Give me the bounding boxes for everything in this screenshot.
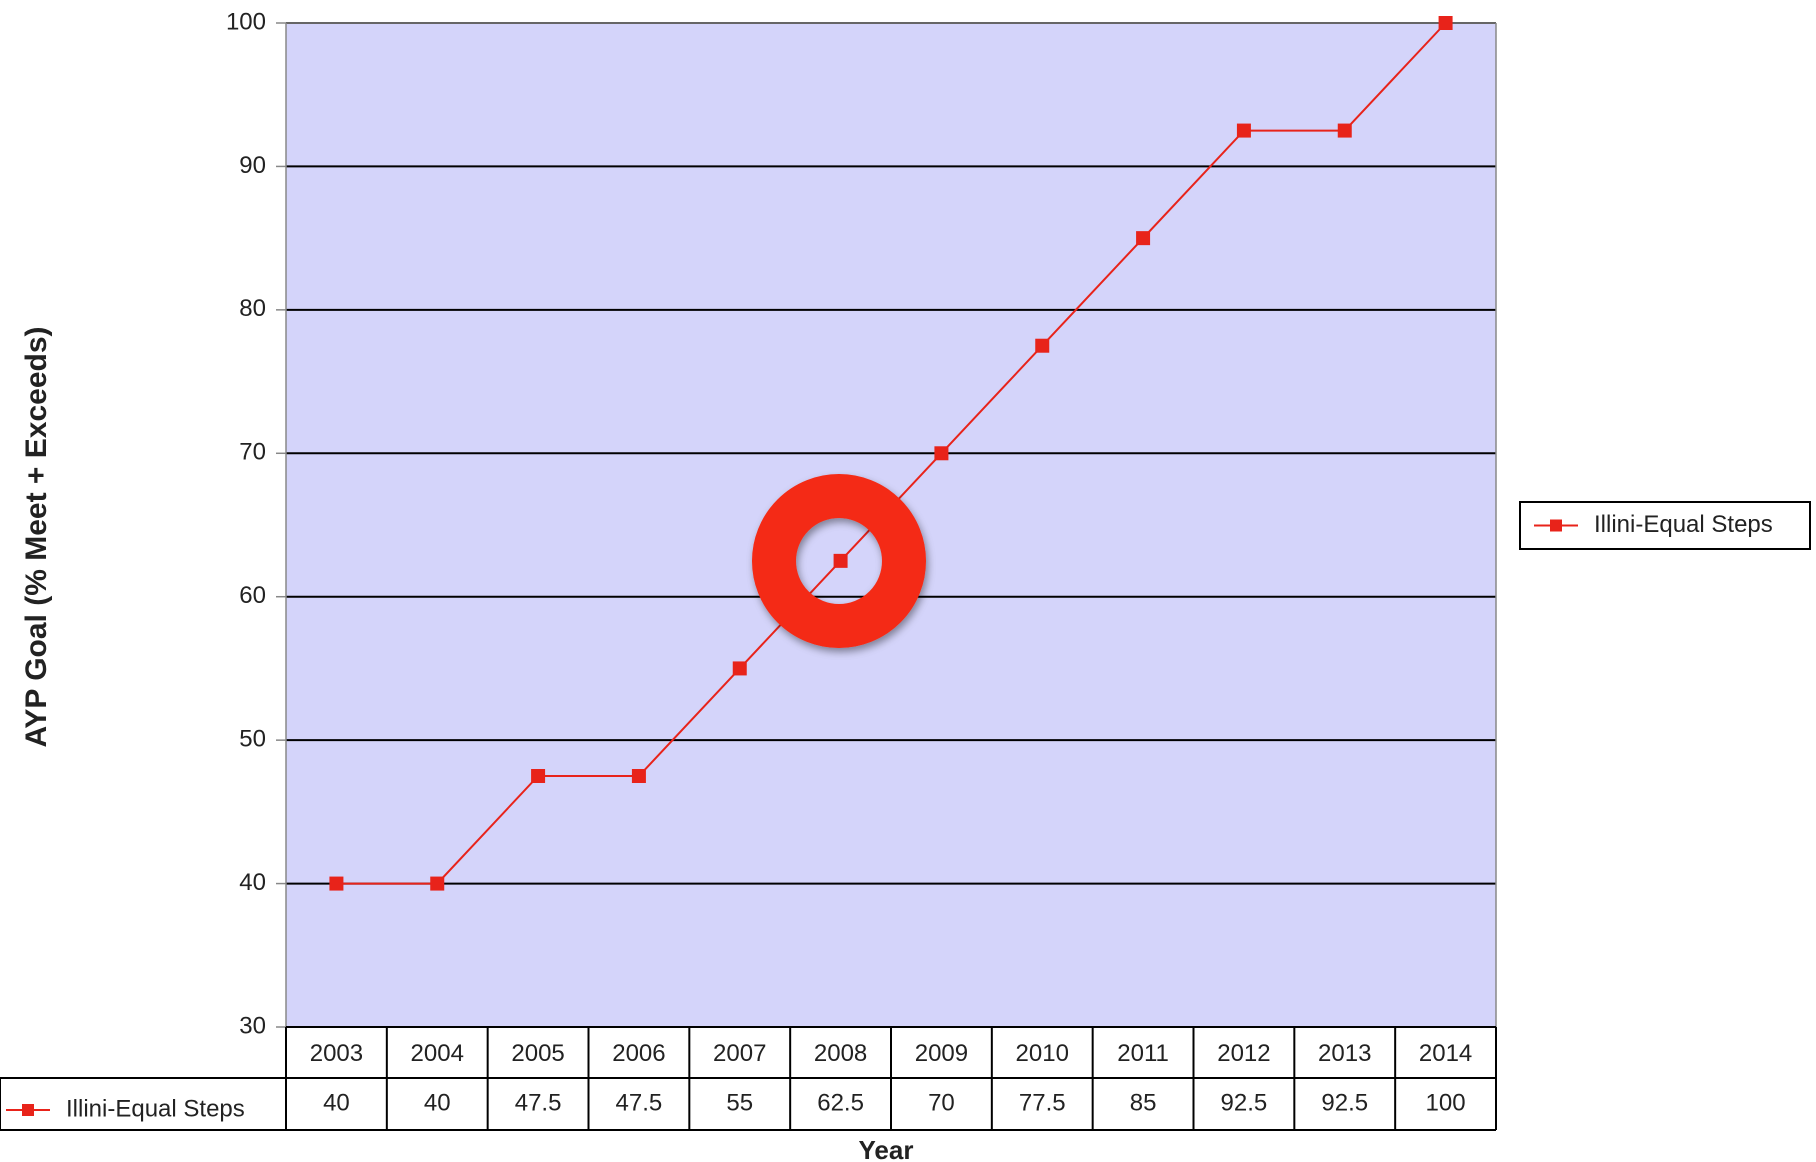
table-value: 62.5: [817, 1089, 864, 1116]
x-tick-label: 2011: [1117, 1040, 1169, 1067]
data-point: [934, 446, 949, 461]
table-legend-marker: [22, 1104, 34, 1116]
x-tick-label: 2006: [612, 1040, 665, 1067]
data-point: [833, 553, 848, 568]
y-tick-label: 70: [239, 439, 266, 466]
table-series-name: Illini-Equal Steps: [66, 1095, 245, 1122]
y-tick-label: 50: [239, 725, 266, 752]
table-value: 70: [928, 1089, 955, 1116]
y-tick-label: 60: [239, 582, 266, 609]
data-point: [430, 876, 445, 891]
table-value: 47.5: [616, 1089, 663, 1116]
data-point: [1236, 123, 1251, 138]
data-point: [631, 769, 646, 783]
legend-marker: [1550, 519, 1562, 532]
data-point: [1438, 16, 1453, 30]
table-value: 92.5: [1321, 1089, 1368, 1116]
data-point: [329, 876, 344, 891]
x-tick-label: 2004: [411, 1040, 464, 1067]
table-value: 77.5: [1019, 1089, 1066, 1116]
y-tick-label: 30: [239, 1012, 266, 1039]
x-tick-label: 2007: [713, 1040, 766, 1067]
y-tick-label: 90: [239, 152, 266, 179]
x-tick-label: 2013: [1318, 1040, 1371, 1067]
x-tick-label: 2008: [814, 1040, 867, 1067]
legend-label: Illini-Equal Steps: [1594, 511, 1773, 538]
y-tick-label: 80: [239, 295, 266, 322]
x-tick-label: 2014: [1419, 1040, 1472, 1067]
x-tick-label: 2009: [915, 1040, 968, 1067]
data-point: [1136, 231, 1151, 246]
y-tick-label: 100: [226, 8, 266, 35]
table-value: 92.5: [1221, 1089, 1268, 1116]
x-tick-label: 2003: [310, 1040, 363, 1067]
table-value: 47.5: [515, 1089, 562, 1116]
x-axis-title: Year: [859, 1135, 914, 1162]
table-value: 55: [726, 1089, 753, 1116]
data-point: [732, 661, 747, 676]
data-point: [1337, 123, 1352, 138]
y-axis-title: AYP Goal (% Meet + Exceeds): [20, 326, 53, 747]
y-tick-label: 40: [239, 869, 266, 896]
table-value: 40: [323, 1089, 350, 1116]
x-tick-label: 2005: [511, 1040, 564, 1067]
data-point: [531, 769, 546, 783]
data-point: [1035, 338, 1050, 353]
x-tick-label: 2012: [1217, 1040, 1270, 1067]
table-value: 40: [424, 1089, 451, 1116]
table-value: 85: [1130, 1089, 1157, 1116]
table-value: 100: [1426, 1089, 1466, 1116]
x-tick-label: 2010: [1016, 1040, 1069, 1067]
highlight-ring: [752, 474, 926, 648]
